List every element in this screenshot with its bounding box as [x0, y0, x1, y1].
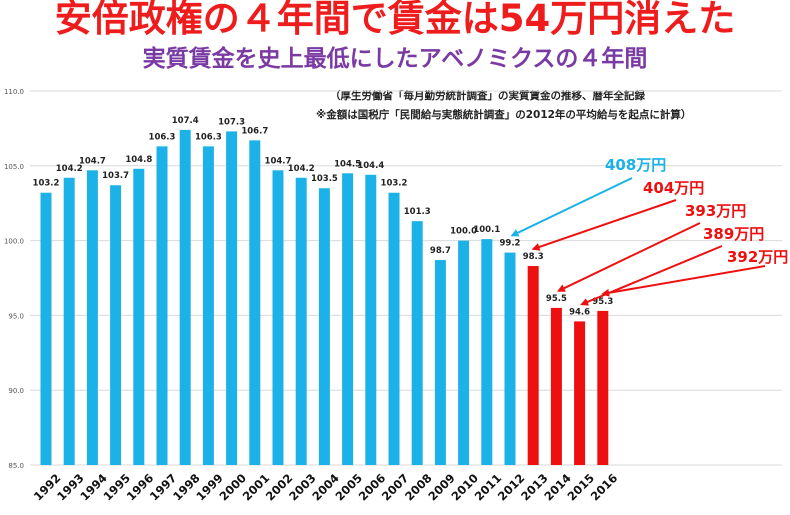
- data-label: 104.2: [288, 164, 315, 174]
- data-label: 106.7: [241, 126, 268, 136]
- bar: [388, 192, 400, 465]
- wage-annotation: 404万円: [643, 179, 704, 197]
- data-label: 104.7: [265, 156, 292, 166]
- y-tick-label: 90.0: [8, 387, 24, 395]
- bar: [295, 177, 307, 465]
- annotation-arrow: [601, 265, 766, 297]
- bar: [86, 170, 98, 465]
- bar: [527, 266, 539, 465]
- data-label: 104.5: [334, 159, 361, 169]
- data-label: 100.0: [450, 227, 477, 237]
- bar: [550, 307, 562, 465]
- bar: [597, 310, 609, 465]
- data-label: 103.2: [33, 179, 60, 189]
- data-label: 106.3: [195, 132, 222, 142]
- data-label: 103.7: [102, 171, 129, 181]
- wage-annotation: 408万円: [605, 156, 666, 174]
- bar: [458, 240, 470, 465]
- bar: [504, 252, 516, 465]
- bar: [63, 177, 75, 465]
- data-label: 103.5: [311, 174, 338, 184]
- data-label: 104.2: [56, 164, 83, 174]
- data-label: 107.3: [218, 117, 245, 127]
- bar: [365, 174, 377, 465]
- y-tick-label: 95.0: [8, 312, 24, 320]
- bar: [574, 321, 586, 465]
- bar: [411, 221, 423, 465]
- y-tick-label: 85.0: [8, 462, 24, 470]
- annotation-arrow: [580, 245, 723, 306]
- data-label: 94.6: [569, 307, 590, 317]
- bar: [40, 192, 52, 465]
- data-label: 99.2: [500, 239, 521, 249]
- bar: [226, 131, 238, 465]
- data-label: 98.7: [430, 246, 451, 256]
- data-label: 104.4: [357, 161, 384, 171]
- data-label: 104.7: [79, 156, 106, 166]
- data-label: 98.3: [523, 252, 544, 262]
- wage-annotation: 392万円: [727, 248, 788, 266]
- y-tick-label: 100.0: [4, 238, 24, 246]
- data-label: 101.3: [404, 207, 431, 217]
- bar: [179, 129, 191, 465]
- bar: [133, 168, 145, 466]
- data-label: 95.5: [546, 294, 567, 304]
- bar: [272, 170, 284, 465]
- source-note: （厚生労働省「毎月勤労統計調査」の実質賃金の推移、暦年全記録: [330, 90, 645, 102]
- bar: [481, 239, 493, 465]
- y-tick-label: 110.0: [4, 88, 24, 96]
- data-label: 100.1: [473, 225, 500, 235]
- bar: [318, 188, 330, 466]
- data-label: 95.3: [592, 297, 613, 307]
- chart-title: 安倍政権の４年間で賃金は54万円消えた: [54, 0, 736, 40]
- data-label: 106.3: [149, 132, 176, 142]
- bar: [110, 185, 122, 466]
- data-label: 103.2: [381, 179, 408, 189]
- y-tick-label: 105.0: [4, 163, 24, 171]
- bar: [249, 140, 261, 466]
- bar: [434, 260, 446, 465]
- annotation-arrow: [556, 222, 701, 292]
- wage-annotation: 393万円: [685, 202, 746, 220]
- annotation-arrow: [531, 199, 677, 251]
- data-label: 104.8: [125, 155, 152, 165]
- x-tick-label: 2016: [588, 471, 621, 504]
- bar: [202, 146, 214, 466]
- bar: [156, 146, 168, 466]
- bar: [342, 173, 354, 465]
- calculation-note: ※金額は国税庁「民間給与実態統計調査」の2012年の平均給与を起点に計算）: [316, 109, 692, 121]
- data-label: 107.4: [172, 116, 199, 126]
- annotation-arrow: [510, 177, 633, 237]
- wage-annotation: 389万円: [703, 225, 764, 243]
- chart-subtitle: 実質賃金を史上最低にしたアベノミクスの４年間: [142, 46, 648, 72]
